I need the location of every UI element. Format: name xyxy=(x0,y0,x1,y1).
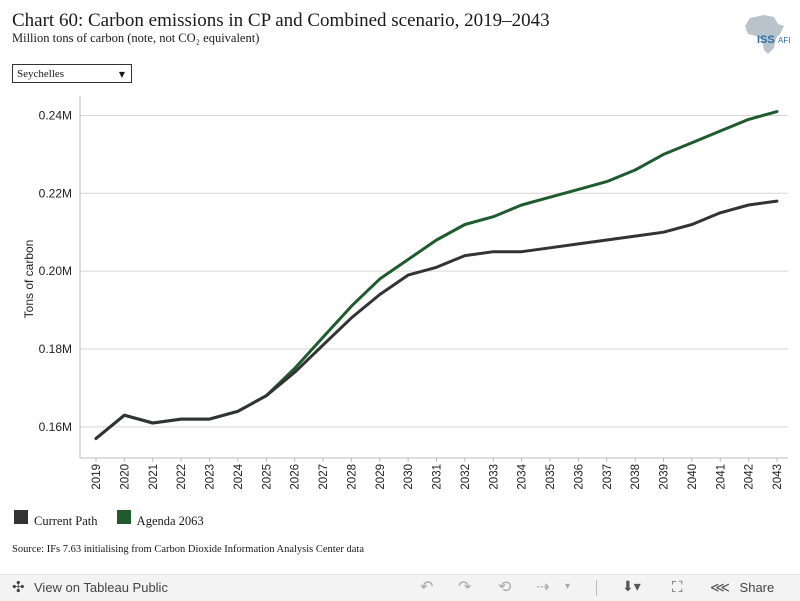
redo-icon[interactable]: ↷ xyxy=(458,577,472,596)
x-tick-label: 2019 xyxy=(91,464,103,490)
share-button[interactable]: ⋘ Share xyxy=(710,579,774,597)
download-icon[interactable]: ⬇▾ xyxy=(622,579,641,595)
tableau-toolbar: ✣ View on Tableau Public ↶ ↷ ⟲ ⇢ ▾ ⬇▾ ⛶ … xyxy=(0,574,800,601)
chart-title: Chart 60: Carbon emissions in CP and Com… xyxy=(12,10,550,31)
x-tick-label: 2029 xyxy=(375,464,387,490)
x-tick-label: 2023 xyxy=(205,464,217,490)
x-tick-label: 2042 xyxy=(744,464,756,490)
line-chart: 0.16M 0.18M 0.20M 0.22M 0.24M Tons of carbon 2… xyxy=(22,96,788,490)
x-tick-label: 2031 xyxy=(432,464,444,490)
refresh-icon[interactable]: ⇢ xyxy=(536,577,550,596)
x-tick-label: 2028 xyxy=(346,464,358,490)
y-tick-label: 0.20M xyxy=(39,264,72,278)
toolbar-divider xyxy=(596,580,597,596)
y-tick-label: 0.16M xyxy=(39,420,72,434)
x-tick-label: 2033 xyxy=(488,464,500,490)
x-tick-label: 2025 xyxy=(261,464,273,490)
x-tick-label: 2034 xyxy=(517,463,529,489)
logo-suffix: AFI xyxy=(778,36,790,45)
tableau-logo-icon: ✣ xyxy=(12,579,25,596)
iss-africa-logo: ISS AFI xyxy=(740,12,792,56)
view-on-tableau-link[interactable]: ✣ View on Tableau Public xyxy=(12,579,168,597)
legend-label: Agenda 2063 xyxy=(136,514,204,528)
y-tick-label: 0.22M xyxy=(39,186,72,200)
undo-icon[interactable]: ↶ xyxy=(420,577,434,596)
x-tick-label: 2039 xyxy=(659,464,671,490)
x-tick-label: 2040 xyxy=(687,464,699,490)
x-tick-label: 2022 xyxy=(176,464,188,490)
x-tick-label: 2041 xyxy=(715,464,727,490)
y-tick-label: 0.24M xyxy=(39,108,72,122)
refresh-dropdown-icon[interactable]: ▾ xyxy=(565,581,571,592)
x-tick-label: 2043 xyxy=(772,464,784,490)
view-on-tableau-label: View on Tableau Public xyxy=(34,580,168,595)
logo-text: ISS xyxy=(757,34,775,46)
y-axis-label: Tons of carbon xyxy=(22,240,36,319)
share-label: Share xyxy=(739,580,775,595)
source-note: Source: IFs 7.63 initialising from Carbo… xyxy=(12,544,364,555)
share-icon: ⋘ xyxy=(710,580,730,596)
x-tick-label: 2038 xyxy=(630,464,642,490)
country-select-value: Seychelles xyxy=(17,68,65,80)
legend-item-current-path[interactable]: Current Path xyxy=(14,510,98,532)
series-line-current-path xyxy=(94,199,779,440)
legend-swatch-agenda-2063 xyxy=(116,510,131,524)
series-line-agenda-2063 xyxy=(94,110,779,440)
fullscreen-icon[interactable]: ⛶ xyxy=(672,578,683,596)
revert-icon[interactable]: ⟲ xyxy=(498,577,512,596)
x-tick-label: 2024 xyxy=(233,463,245,489)
x-tick-label: 2021 xyxy=(148,464,160,490)
legend-swatch-current-path xyxy=(14,510,28,524)
legend-item-agenda-2063[interactable]: Agenda 2063 xyxy=(116,510,204,532)
chart-subtitle: Million tons of carbon (note, not CO₂ eq… xyxy=(12,31,260,45)
x-tick-label: 2026 xyxy=(290,464,302,490)
country-select[interactable]: Seychelles ▼ xyxy=(12,64,132,83)
x-tick-label: 2027 xyxy=(318,464,330,490)
africa-map-icon: ISS AFI xyxy=(745,15,790,54)
y-tick-label: 0.18M xyxy=(39,342,72,356)
x-tick-label: 2030 xyxy=(403,464,415,490)
x-tick-label: 2037 xyxy=(602,464,614,490)
x-tick-label: 2036 xyxy=(573,464,585,490)
x-tick-label: 2035 xyxy=(545,464,557,490)
chevron-down-icon: ▼ xyxy=(118,70,125,79)
x-tick-label: 2032 xyxy=(460,464,472,490)
x-tick-label: 2020 xyxy=(119,464,131,490)
legend-label: Current Path xyxy=(34,514,98,528)
legend: Current Path Agenda 2063 xyxy=(14,510,220,528)
